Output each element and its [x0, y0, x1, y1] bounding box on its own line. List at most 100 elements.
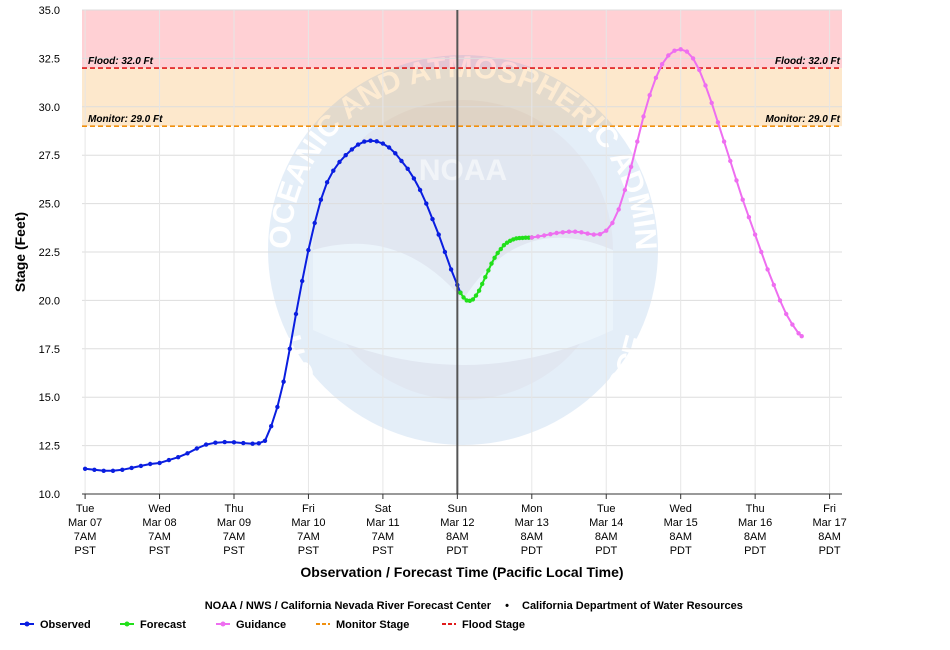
x-tick-label: 8AM	[446, 531, 469, 543]
legend-dot-forecast	[124, 621, 130, 627]
guidance-point	[721, 139, 727, 144]
x-tick-label: Fri	[823, 503, 836, 515]
monitor-stage-label-left: Monitor: 29.0 Ft	[88, 114, 163, 125]
observed-point	[436, 232, 441, 237]
x-tick-label: Wed	[669, 503, 691, 515]
guidance-point	[759, 249, 764, 255]
guidance-point	[734, 178, 739, 183]
guidance-point	[635, 139, 640, 144]
guidance-point	[672, 48, 677, 53]
observed-point	[203, 442, 209, 447]
guidance-point	[777, 298, 783, 303]
x-tick-label: Sun	[448, 503, 468, 515]
x-tick-label: Mar 12	[440, 517, 474, 529]
flood-stage-label-right: Flood: 32.0 Ft	[775, 56, 841, 67]
observed-point	[82, 466, 88, 471]
forecast-point	[461, 295, 466, 300]
guidance-point	[548, 232, 553, 237]
legend-label-observed[interactable]: Observed	[40, 619, 91, 631]
x-tick-label: 8AM	[818, 531, 841, 543]
observed-point	[92, 467, 97, 472]
forecast-point	[498, 246, 503, 252]
observed-point	[300, 278, 305, 284]
noaa-seal-disc	[268, 55, 658, 445]
observed-point	[185, 451, 190, 456]
noaa-seal-center	[313, 100, 613, 400]
x-tick-label: Mar 13	[515, 517, 549, 529]
x-tick-label: 8AM	[595, 531, 618, 543]
observed-point	[231, 440, 237, 445]
threshold-lines: Flood: 32.0 Ft Flood: 32.0 Ft Monitor: 29.…	[82, 56, 842, 127]
x-tick-label: 7AM	[372, 531, 395, 543]
watermark-logo-text: NOAA	[419, 154, 507, 187]
guidance-point	[796, 331, 801, 336]
y-tick-label: 25.0	[39, 199, 60, 211]
guidance-point	[566, 229, 572, 234]
observed-point	[287, 346, 292, 351]
guidance-point	[790, 322, 795, 327]
legend-label-forecast[interactable]: Forecast	[140, 619, 186, 631]
guidance-point	[641, 114, 646, 119]
guidance-point	[746, 215, 752, 220]
x-tick-label: PDT	[819, 545, 841, 557]
legend-label-monitor-stage[interactable]: Monitor Stage	[336, 619, 409, 631]
forecast-point	[473, 293, 479, 298]
observed-point	[194, 446, 199, 451]
x-tick-label: 7AM	[148, 531, 171, 543]
x-tick-label: PDT	[446, 545, 468, 557]
forecast-point	[470, 297, 476, 302]
x-tick-label: PST	[149, 545, 171, 557]
observed-point	[448, 267, 454, 272]
forecast-point	[489, 261, 494, 266]
guidance-point	[765, 267, 770, 272]
x-tick-label: Mar 08	[142, 517, 176, 529]
x-tick-label: Sat	[375, 503, 392, 515]
guidance-point	[597, 232, 603, 237]
legend-dot-guidance	[220, 621, 226, 627]
x-tick-label: Mar 15	[664, 517, 698, 529]
y-tick-label: 27.5	[39, 150, 60, 162]
guidance-point	[591, 232, 596, 237]
y-tick-label: 17.5	[39, 344, 60, 356]
y-tick-label: 35.0	[39, 5, 60, 17]
y-tick-label: 20.0	[39, 295, 60, 307]
x-tick-label: 7AM	[297, 531, 320, 543]
guidance-point	[684, 49, 690, 54]
x-tick-label: PST	[298, 545, 320, 557]
x-tick-label: Fri	[302, 503, 315, 515]
observed-point	[393, 151, 398, 156]
x-tick-labels: Tue Mar 07 7AM PST Wed Mar 08 7AM PST Thu Mar 09 7…	[68, 503, 847, 557]
guidance-point	[579, 230, 584, 235]
guidance-point	[604, 228, 609, 233]
observed-point	[442, 249, 448, 255]
guidance-point	[610, 220, 615, 226]
forecast-point	[523, 235, 528, 240]
observed-point	[368, 138, 373, 143]
observed-point	[417, 187, 423, 193]
guidance-point	[554, 230, 559, 236]
legend-label-guidance[interactable]: Guidance	[236, 619, 286, 631]
guidance-point	[573, 229, 578, 234]
observed-point	[405, 166, 410, 171]
x-tick-label: Mar 16	[738, 517, 772, 529]
forecast-point	[483, 275, 488, 280]
observed-point	[129, 465, 134, 471]
guidance-point	[697, 67, 702, 73]
x-tick-label: Wed	[148, 503, 170, 515]
credits-line: NOAA / NWS / California Nevada River For…	[205, 600, 743, 612]
observed-point	[269, 424, 274, 429]
observed-point	[213, 440, 218, 445]
x-tick-label: 7AM	[223, 531, 246, 543]
guidance-point	[535, 234, 541, 239]
observed-point	[157, 460, 162, 466]
y-tick-label: 12.5	[39, 441, 60, 453]
legend-label-flood-stage[interactable]: Flood Stage	[462, 619, 525, 631]
x-tick-label: PST	[74, 545, 96, 557]
observed-point	[318, 197, 324, 202]
observed-point	[138, 463, 144, 469]
observed-point	[176, 455, 181, 460]
x-tick-label: Thu	[225, 503, 244, 515]
forecast-point	[480, 281, 485, 287]
noaa-bird-icon	[313, 237, 613, 365]
guidance-point	[728, 158, 733, 164]
